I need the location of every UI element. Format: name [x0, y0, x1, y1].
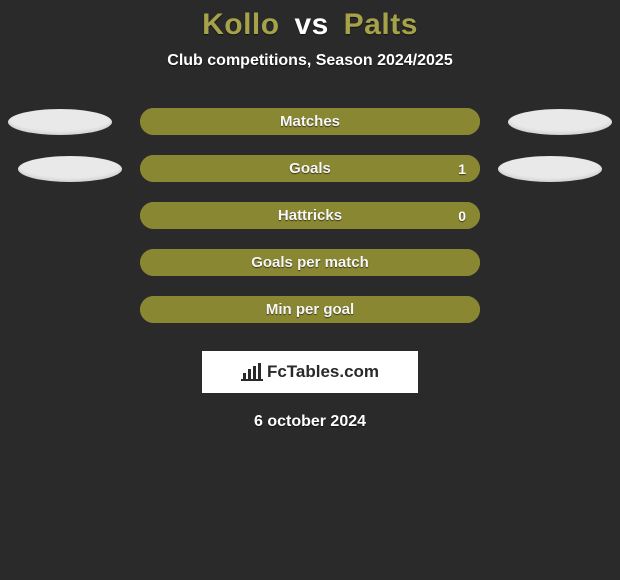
- stat-row-matches: Matches: [0, 108, 620, 135]
- player2-oval: [498, 156, 602, 182]
- stat-value-right: 0: [458, 208, 466, 224]
- stat-bar: Min per goal: [140, 296, 480, 323]
- stat-label: Goals per match: [251, 254, 369, 271]
- bar-chart-icon: [241, 363, 263, 381]
- stat-rows: Matches Goals 1 Hattricks 0: [0, 108, 620, 323]
- stat-label: Hattricks: [278, 207, 342, 224]
- stat-row-goals-per-match: Goals per match: [0, 249, 620, 276]
- subtitle: Club competitions, Season 2024/2025: [167, 52, 452, 70]
- player2-name: Palts: [344, 8, 418, 41]
- stat-label: Goals: [289, 160, 331, 177]
- stat-row-hattricks: Hattricks 0: [0, 202, 620, 229]
- stat-label: Min per goal: [266, 301, 354, 318]
- page: Kollo vs Palts Club competitions, Season…: [0, 0, 620, 431]
- stat-row-min-per-goal: Min per goal: [0, 296, 620, 323]
- brand-link[interactable]: FcTables.com: [202, 351, 418, 393]
- stat-label: Matches: [280, 113, 340, 130]
- stat-bar: Matches: [140, 108, 480, 135]
- stat-bar: Goals per match: [140, 249, 480, 276]
- brand-text: FcTables.com: [267, 362, 379, 382]
- stat-bar: Hattricks 0: [140, 202, 480, 229]
- player1-name: Kollo: [202, 8, 280, 41]
- stat-value-right: 1: [458, 161, 466, 177]
- player1-oval: [18, 156, 122, 182]
- page-title: Kollo vs Palts: [202, 8, 418, 42]
- stat-bar: Goals 1: [140, 155, 480, 182]
- date-label: 6 october 2024: [254, 413, 366, 431]
- player1-oval: [8, 109, 112, 135]
- player2-oval: [508, 109, 612, 135]
- vs-separator: vs: [294, 8, 328, 41]
- stat-row-goals: Goals 1: [0, 155, 620, 182]
